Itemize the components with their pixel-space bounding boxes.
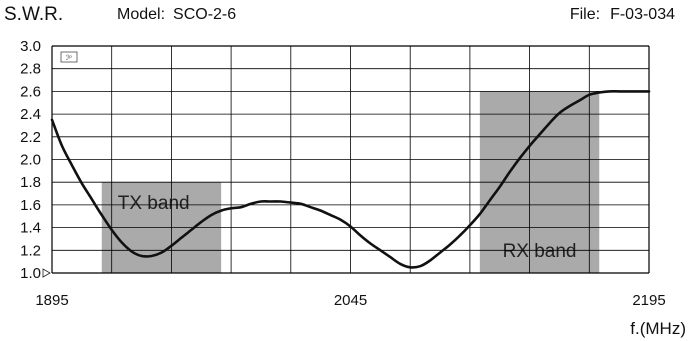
data-point xyxy=(638,91,639,92)
data-point xyxy=(221,210,222,211)
data-point xyxy=(320,210,321,211)
y-tick-label: 2.2 xyxy=(20,129,41,146)
tx-band-label: TX band xyxy=(118,193,190,214)
y-tick-label: 2.8 xyxy=(20,61,41,78)
data-point xyxy=(121,242,122,243)
model-info: Model: SCO-2-6 xyxy=(117,6,236,24)
data-point xyxy=(499,186,500,187)
data-point xyxy=(410,267,411,268)
data-point xyxy=(599,92,600,93)
data-point xyxy=(141,255,142,256)
data-point xyxy=(330,215,331,216)
y-tick-label: 1.8 xyxy=(20,174,41,191)
data-point xyxy=(111,229,112,230)
data-point xyxy=(300,203,301,204)
data-point xyxy=(609,91,610,92)
chart-title: S.W.R. xyxy=(4,4,64,25)
x-axis-labels: 1895 2045 2195 xyxy=(35,292,665,309)
data-point xyxy=(211,215,212,216)
data-point xyxy=(101,215,102,216)
x-tick-label: 2045 xyxy=(334,292,367,309)
data-point xyxy=(171,245,172,246)
data-point xyxy=(191,229,192,230)
data-point xyxy=(380,250,381,251)
data-point xyxy=(350,226,351,227)
data-point xyxy=(479,213,480,214)
data-point xyxy=(589,94,590,95)
file-value: F-03-034 xyxy=(610,6,675,23)
data-point xyxy=(509,171,510,172)
data-point xyxy=(559,112,560,113)
data-point xyxy=(529,145,530,146)
y-tick-label: 1.0 xyxy=(20,265,41,282)
data-point xyxy=(539,134,540,135)
data-point xyxy=(619,91,620,92)
swr-curve-layer xyxy=(50,90,651,269)
data-point xyxy=(250,203,251,204)
y-axis-labels: 1.0 1.2 1.4 1.6 1.8 2.0 2.2 2.4 2.6 2.8 3.0 xyxy=(20,38,51,282)
file-info: File: F-03-034 xyxy=(570,6,675,24)
swr-curve xyxy=(50,90,651,269)
rx-band-label: RX band xyxy=(503,241,577,262)
data-point xyxy=(420,266,421,267)
data-point xyxy=(240,207,241,208)
data-point xyxy=(430,260,431,261)
data-point xyxy=(270,201,271,202)
data-point xyxy=(469,225,470,226)
data-point xyxy=(131,251,132,252)
data-point xyxy=(489,200,490,201)
data-point xyxy=(449,244,450,245)
data-point xyxy=(340,219,341,220)
data-point xyxy=(161,252,162,253)
data-point xyxy=(51,119,52,120)
data-point xyxy=(290,202,291,203)
data-point xyxy=(390,257,391,258)
data-point xyxy=(181,237,182,238)
data-point xyxy=(310,207,311,208)
x-tick-label: 1895 xyxy=(35,292,68,309)
data-point xyxy=(81,183,82,184)
data-point xyxy=(519,158,520,159)
data-point xyxy=(549,123,550,124)
data-point xyxy=(260,201,261,202)
baseline-marker xyxy=(42,268,51,278)
data-point xyxy=(280,201,281,202)
model-label: Model: xyxy=(117,6,166,23)
y-tick-label: 1.4 xyxy=(20,220,41,237)
data-point xyxy=(61,145,62,146)
y-tick-label: 2.6 xyxy=(20,83,41,100)
data-point xyxy=(459,235,460,236)
data-point xyxy=(579,100,580,101)
x-axis-title: f.(MHz) xyxy=(630,319,686,338)
data-point xyxy=(629,91,630,92)
data-point xyxy=(360,235,361,236)
y-tick-label: 2.0 xyxy=(20,152,41,169)
logo-box xyxy=(60,51,78,63)
data-point xyxy=(400,263,401,264)
grid-lines: ℐᵖ xyxy=(51,45,650,274)
x-tick-label: 2195 xyxy=(632,292,665,309)
y-tick-label: 1.6 xyxy=(20,197,41,214)
data-point xyxy=(569,106,570,107)
y-tick-label: 1.2 xyxy=(20,242,41,259)
data-point xyxy=(151,255,152,256)
model-value: SCO-2-6 xyxy=(173,6,237,23)
data-point xyxy=(71,165,72,166)
logo-text: ℐᵖ xyxy=(66,54,72,62)
data-point xyxy=(231,208,232,209)
data-point xyxy=(440,252,441,253)
file-label: File: xyxy=(569,6,601,23)
data-point xyxy=(370,243,371,244)
data-point xyxy=(648,91,649,92)
data-point xyxy=(91,199,92,200)
y-tick-label: 3.0 xyxy=(20,38,41,55)
y-tick-label: 2.4 xyxy=(20,106,41,123)
data-point xyxy=(201,221,202,222)
